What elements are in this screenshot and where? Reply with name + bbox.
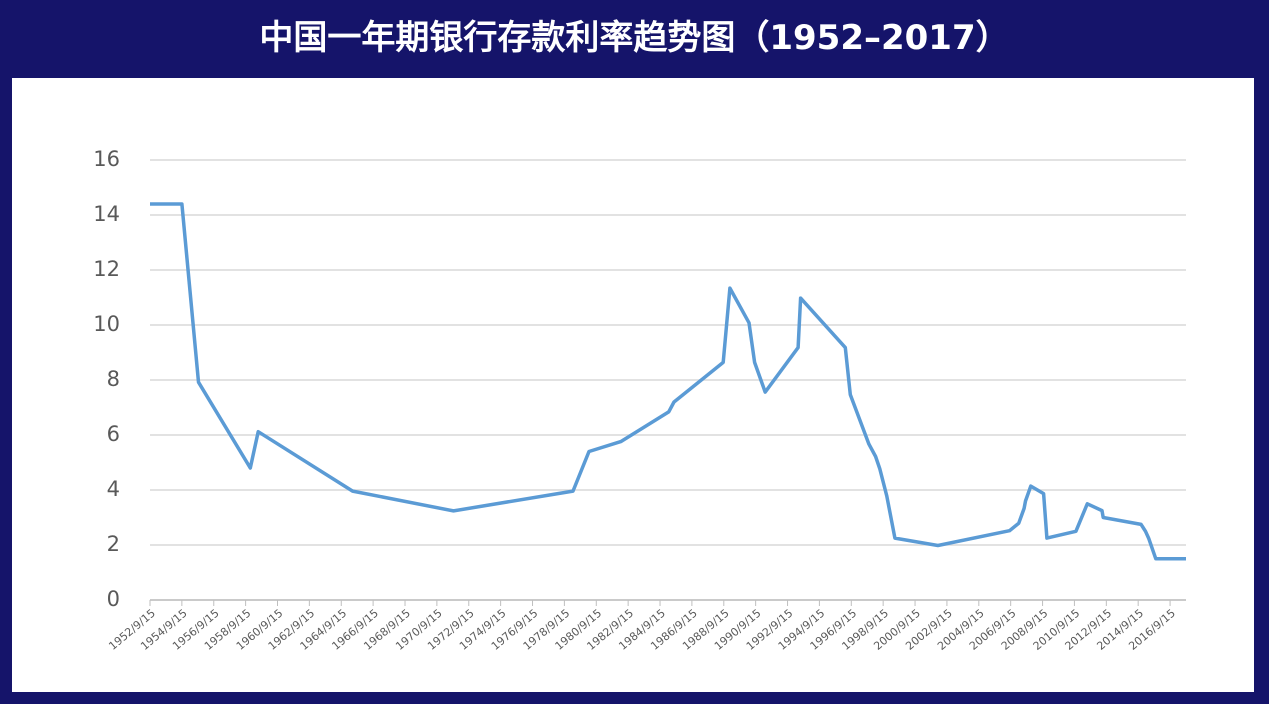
y-tick-label: 8	[107, 367, 120, 391]
chart-panel	[12, 78, 1254, 692]
y-tick-label: 6	[107, 422, 120, 446]
chart-title: 中国一年期银行存款利率趋势图（1952–2017）	[259, 18, 1010, 58]
y-tick-label: 0	[107, 587, 120, 611]
y-tick-label: 10	[93, 312, 120, 336]
y-tick-label: 14	[93, 202, 120, 226]
data-line	[150, 202, 1186, 561]
y-tick-label: 12	[93, 257, 120, 281]
y-tick-label: 2	[107, 532, 120, 556]
y-tick-label: 4	[107, 477, 120, 501]
y-tick-label: 16	[93, 147, 120, 171]
